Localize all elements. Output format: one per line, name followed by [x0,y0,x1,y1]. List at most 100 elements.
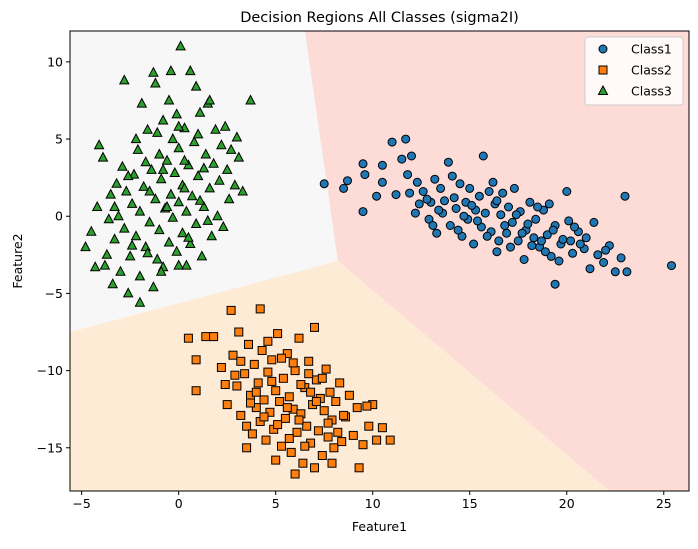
class3-point [111,177,122,188]
class3-point [124,250,136,261]
class2-point [298,458,308,468]
class2-point [261,435,271,445]
class3-point [157,163,169,174]
class2-point [236,356,246,366]
legend-label-class1: Class1 [631,42,672,57]
class1-point [566,236,576,246]
class2-point [275,397,285,406]
class3-point [198,200,210,211]
legend-box [584,36,684,106]
legend-label-class2: Class2 [631,63,672,78]
class2-point [372,435,382,445]
class1-point [488,177,498,187]
class1-point [445,221,455,230]
class2-point [265,407,275,417]
class3-point [93,139,105,150]
class1-point [527,241,537,251]
class1-point [544,199,554,209]
class1-point [554,256,564,266]
y-tick-label: −5 [45,286,63,301]
class2-point [251,387,261,397]
class2-point [271,386,281,396]
class3-point [183,231,194,242]
legend: Class1 Class2 Class3 [584,36,684,106]
class3-point [122,170,134,181]
class2-point [230,370,240,380]
class1-point [474,191,484,201]
class3-point [237,185,249,196]
class1-point [484,187,494,196]
class3-point [126,197,138,208]
chart-title: Decision Regions All Classes (sigma2I) [240,10,519,26]
class3-point [101,248,113,259]
class3-point [161,154,173,165]
class2-point [294,333,304,343]
class2-point [317,451,327,460]
class1-point [517,228,527,238]
class1-point [509,183,519,193]
class3-point [173,259,185,270]
class2-point [313,426,323,436]
class3-point [136,97,148,108]
class1-point [482,231,492,241]
series-class3 [80,40,256,307]
class1-point [422,194,432,204]
y-axis-label: Feature2 [10,233,25,288]
class3-point [144,216,155,227]
class3-point [146,163,157,174]
class2-point [337,437,347,447]
class2-point [377,423,387,433]
class3-point [216,139,227,150]
class2-point [277,441,286,451]
class2-point [354,463,364,473]
class2-point [255,304,265,314]
class1-point [440,196,449,206]
class3-point [188,136,200,147]
class3-point [177,227,188,238]
class1-point [529,233,539,243]
class3-point [155,173,167,184]
class2-point [335,378,345,388]
class3-point [103,213,115,224]
class2-point [267,355,277,365]
class1-point [453,225,463,235]
class2-point [292,427,302,437]
legend-marker-class3 [597,84,609,95]
class3-point [148,66,159,77]
class3-point [245,94,256,105]
x-tick-label: 15 [462,496,478,511]
class3-point [186,190,198,201]
class1-point [403,170,413,180]
class2-point [352,403,362,413]
class2-point [325,387,335,397]
y-tick-label: 10 [47,54,63,69]
class3-point [115,265,126,276]
class1-point [473,216,482,226]
class3-point [126,239,138,250]
class2-point [310,322,319,332]
class3-point [155,265,167,276]
class2-point [278,373,288,383]
class3-point [194,106,206,117]
class2-point [228,350,238,360]
class3-point [142,123,153,134]
class2-point [284,434,294,443]
class3-point [153,224,165,235]
class3-point [151,253,163,264]
class3-point [229,179,241,190]
class1-point [519,255,529,264]
class3-point [210,123,221,134]
class2-point [362,401,372,411]
class1-point [548,225,558,235]
class2-point [251,403,261,413]
class3-point [202,214,214,225]
y-axis: −15 −10 −5 0 5 10 [37,54,70,455]
class1-point [531,214,541,224]
class3-point [153,148,165,159]
class2-point [323,418,333,428]
class3-point [223,193,235,204]
legend-label-class3: Class3 [631,84,672,99]
class1-point [533,202,543,212]
class3-point [171,108,183,119]
x-axis: −5 0 5 10 15 20 25 [72,491,672,511]
